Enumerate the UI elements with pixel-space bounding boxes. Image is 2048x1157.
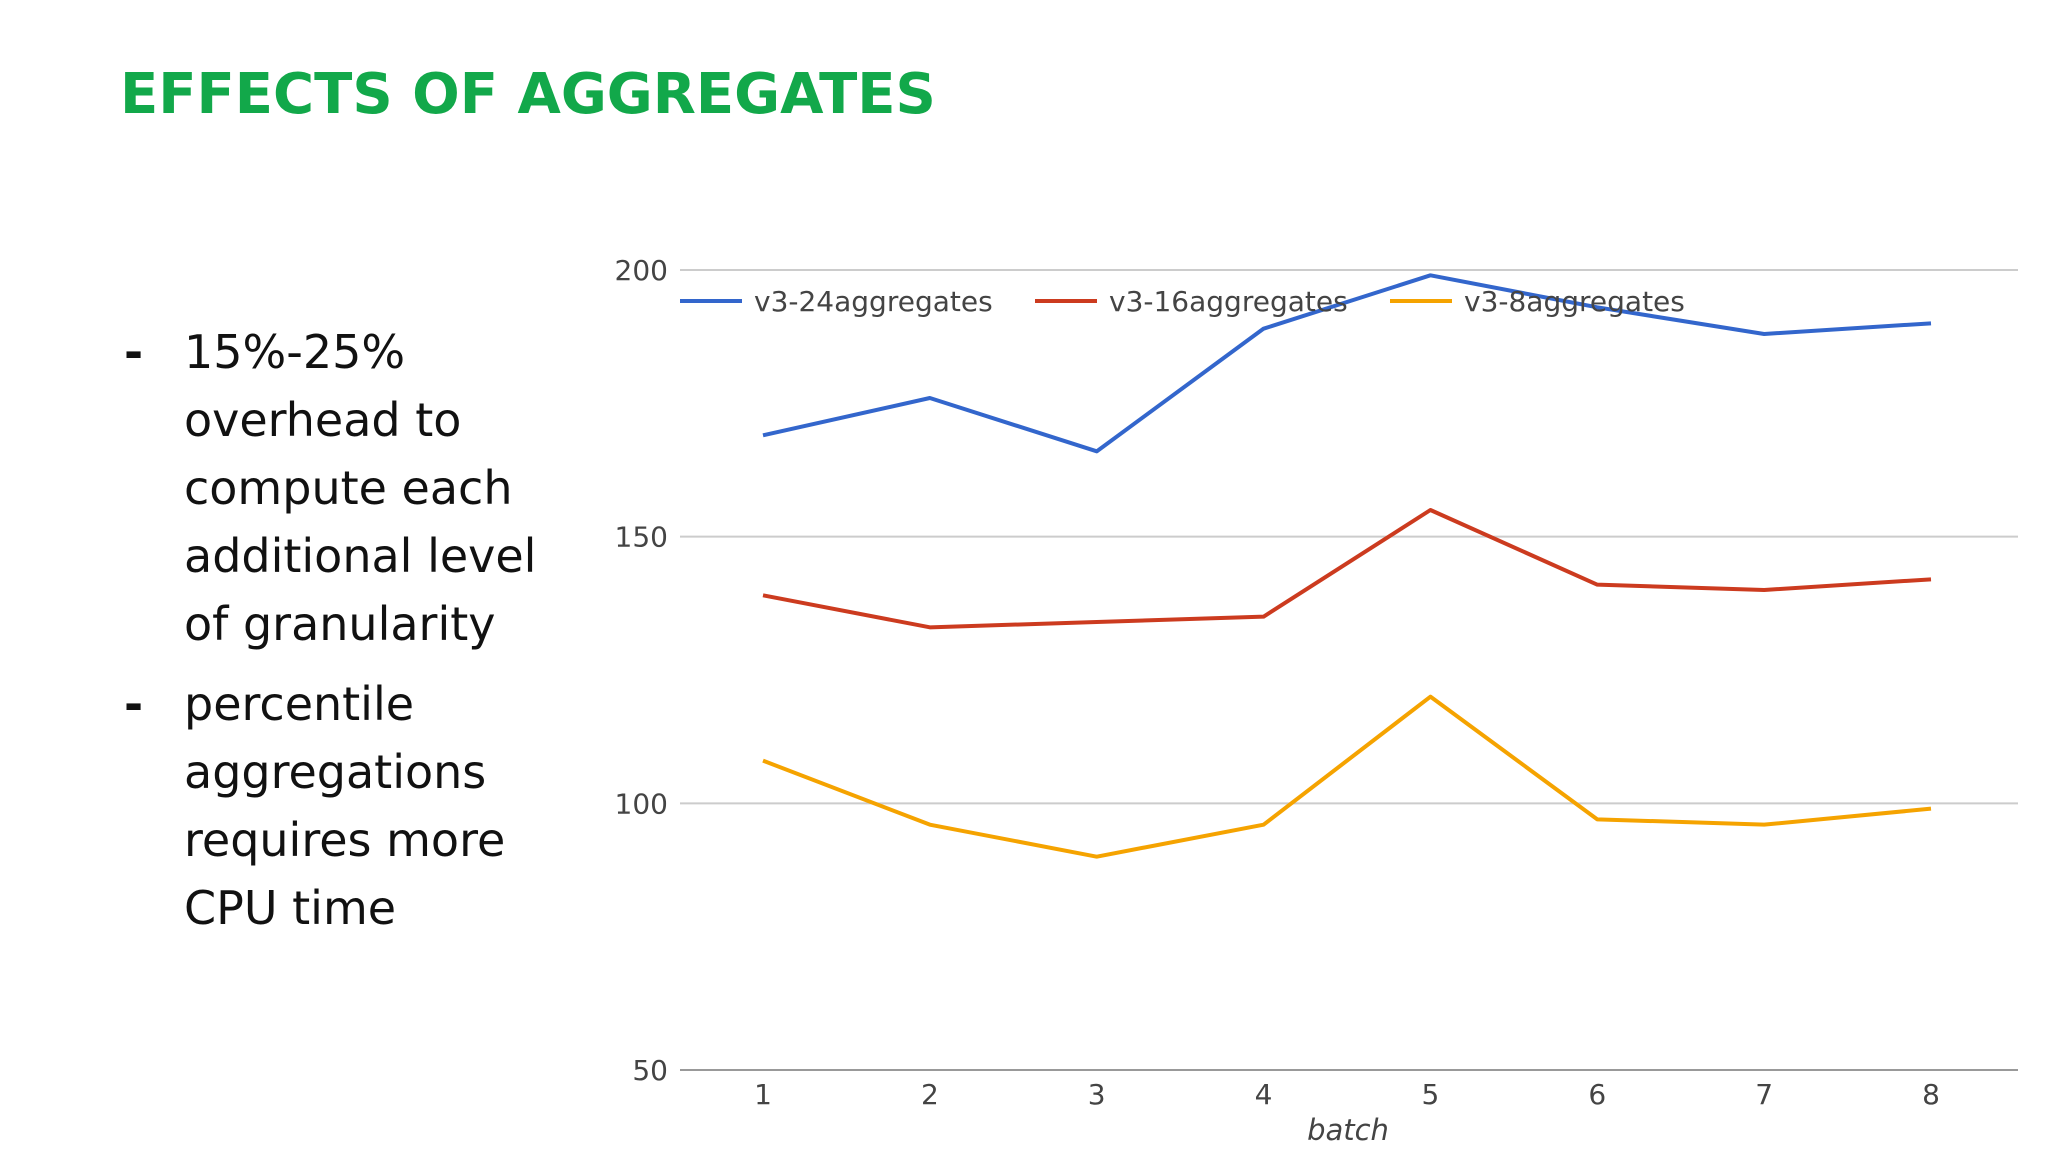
bullet-item: - 15%-25% overhead to compute each addit… [120, 318, 540, 658]
x-tick-label: 8 [1922, 1078, 1940, 1111]
y-tick-label: 100 [615, 787, 668, 820]
bullet-text: 15%-25% overhead to compute each additio… [184, 325, 537, 651]
series-line-v3-8aggregates [762, 694, 1932, 859]
bullet-item: - percentile aggregations requires more … [120, 670, 540, 942]
legend-label: v3-16aggregates [1109, 285, 1348, 318]
x-tick-label: 7 [1755, 1078, 1773, 1111]
y-tick-label: 150 [615, 521, 668, 554]
line-chart: 50 100 150 200 1 2 3 4 5 6 7 8 v3-24aggregates v3-1… [560, 230, 2030, 1152]
legend: v3-24aggregates v3-16aggregates v3-8aggreg… [680, 285, 1685, 318]
bullet-dash: - [124, 677, 144, 731]
x-tick-label: 4 [1255, 1078, 1273, 1111]
legend-label: v3-24aggregates [754, 285, 993, 318]
bullet-list: - 15%-25% overhead to compute each addit… [120, 318, 540, 954]
x-tick-label: 3 [1088, 1078, 1106, 1111]
x-tick-label: 1 [754, 1078, 772, 1111]
series-line-v3-16aggregates [762, 508, 1932, 630]
bullet-text: percentile aggregations requires more CP… [184, 677, 506, 935]
x-tick-label: 5 [1422, 1078, 1440, 1111]
slide-title: EFFECTS OF AGGREGATES [120, 62, 936, 127]
chart-svg: 50 100 150 200 1 2 3 4 5 6 7 8 v3-24aggregates v3-1… [615, 254, 2018, 1147]
x-axis: 1 2 3 4 5 6 7 8 [754, 1078, 1940, 1111]
y-tick-label: 50 [632, 1054, 668, 1087]
grid [680, 269, 2018, 1071]
series-lines [762, 273, 1932, 859]
bullet-dash: - [124, 325, 144, 379]
x-tick-label: 2 [921, 1078, 939, 1111]
x-tick-label: 6 [1588, 1078, 1606, 1111]
legend-label: v3-8aggregates [1464, 285, 1685, 318]
series-line-v3-24aggregates [762, 273, 1932, 454]
x-axis-label: batch [1307, 1113, 1389, 1147]
y-axis: 50 100 150 200 [615, 254, 668, 1087]
y-tick-label: 200 [615, 254, 668, 287]
